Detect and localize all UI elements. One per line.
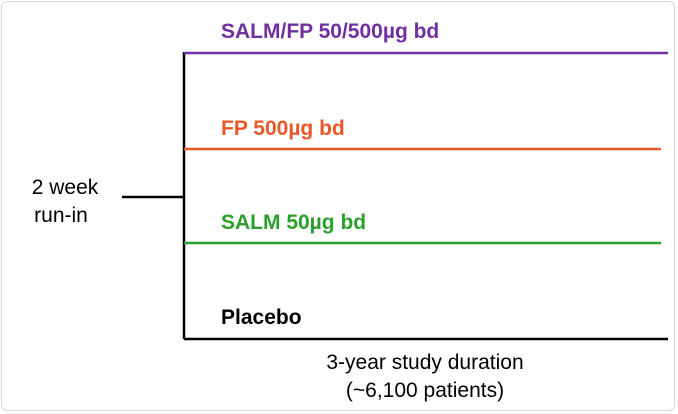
duration-label-line1: 3-year study duration <box>326 351 523 374</box>
run-in-label-line1: 2 week <box>32 176 99 199</box>
arm-label-fp: FP 500µg bd <box>221 117 345 140</box>
duration-label-line2: (~6,100 patients) <box>346 379 504 402</box>
arm-label-placebo: Placebo <box>221 306 302 329</box>
run-in-label-line2: run-in <box>34 204 88 227</box>
arm-label-salm: SALM 50µg bd <box>221 211 366 234</box>
arm-label-salm-fp: SALM/FP 50/500µg bd <box>221 20 439 43</box>
